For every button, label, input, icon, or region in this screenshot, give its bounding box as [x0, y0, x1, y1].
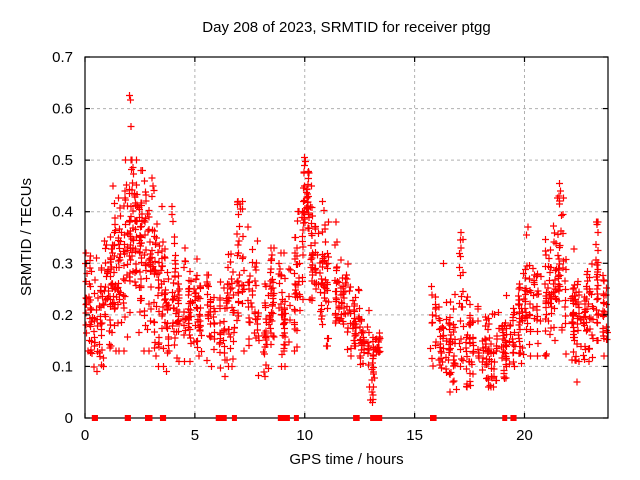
y-tick-label: 0.3: [52, 255, 73, 272]
x-tick-label: 20: [516, 427, 533, 444]
outlier-points: [82, 92, 602, 404]
y-tick-label: 0.7: [52, 49, 73, 66]
y-ticks: 0 0.1 0.2 0.3 0.4 0.5 0.6 0.7: [52, 49, 608, 427]
scatter-points: [82, 156, 611, 406]
x-tick-label: 15: [406, 427, 423, 444]
x-tick-label: 0: [81, 427, 89, 444]
y-tick-label: 0: [65, 410, 73, 427]
y-tick-label: 0.6: [52, 101, 73, 118]
gridlines: [85, 57, 608, 418]
zero-markers: [91, 415, 517, 421]
chart-title: Day 208 of 2023, SRMTID for receiver ptg…: [202, 19, 491, 36]
y-tick-label: 0.4: [52, 204, 73, 221]
x-axis-label: GPS time / hours: [289, 451, 404, 468]
y-tick-label: 0.2: [52, 307, 73, 324]
x-ticks: 0 5 10 15 20: [81, 57, 533, 444]
y-tick-label: 0.1: [52, 358, 73, 375]
x-tick-label: 10: [296, 427, 313, 444]
plot-border: [84, 56, 609, 419]
x-tick-label: 5: [191, 427, 199, 444]
y-tick-label: 0.5: [52, 152, 73, 169]
